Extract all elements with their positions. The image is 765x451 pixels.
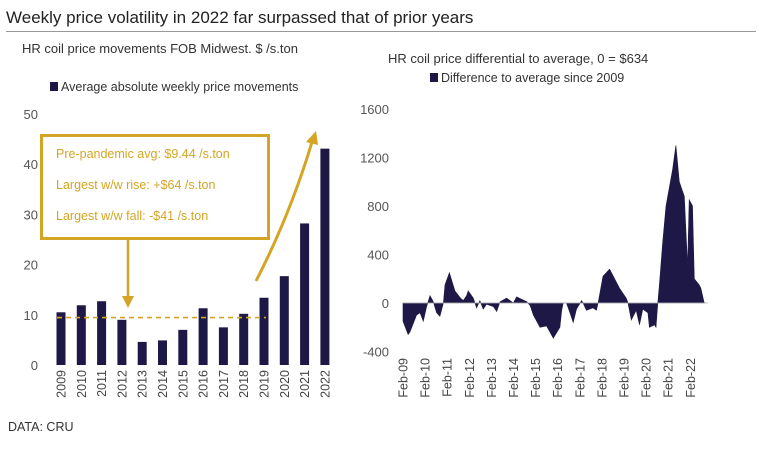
y-tick-label: -400: [363, 345, 389, 360]
x-tick-label: 2010: [75, 370, 89, 398]
difference-area-series: [402, 145, 706, 339]
x-tick-label: 2014: [156, 370, 170, 398]
y-tick-label: 20: [24, 258, 38, 273]
bar-2020: [279, 276, 289, 365]
right-chart-title: HR coil price differential to average, 0…: [388, 51, 649, 66]
x-tick-label: Feb-15: [529, 358, 543, 398]
legend-label: Difference to average since 2009: [441, 71, 625, 85]
x-tick-label: 2013: [136, 370, 150, 398]
legend-label: Average absolute weekly price movements: [61, 80, 299, 94]
x-tick-label: 2018: [237, 370, 251, 398]
x-tick-label: 2021: [298, 370, 312, 398]
x-tick-label: Feb-09: [397, 358, 411, 398]
y-tick-label: 50: [24, 107, 38, 122]
y-tick-label: 800: [367, 199, 389, 214]
annotation-box: Pre-pandemic avg: $9.44 /s.ton Largest w…: [40, 134, 270, 240]
bar-2022: [320, 148, 330, 365]
right-legend: Difference to average since 2009: [430, 71, 624, 85]
bar-2021: [300, 223, 310, 365]
figure-title: Weekly price volatility in 2022 far surp…: [6, 8, 474, 27]
bar-2012: [117, 319, 127, 365]
left-legend: Average absolute weekly price movements: [50, 80, 298, 94]
y-tick-label: 1600: [360, 102, 389, 117]
x-tick-label: 2012: [115, 370, 129, 398]
x-tick-label: 2020: [278, 370, 292, 398]
bar-2010: [76, 305, 86, 365]
x-tick-label: Feb-11: [441, 358, 455, 397]
x-tick-label: Feb-19: [618, 358, 632, 398]
y-tick-label: 0: [382, 296, 389, 311]
bar-2014: [158, 340, 167, 365]
bar-2016: [198, 308, 208, 365]
x-tick-label: 2009: [55, 370, 69, 398]
y-tick-label: 400: [367, 248, 389, 263]
x-tick-label: Feb-17: [573, 358, 587, 398]
rising-arrow-curve: [254, 141, 314, 282]
down-arrow-head: [122, 296, 134, 308]
y-tick-label: 40: [24, 157, 38, 172]
x-tick-label: Feb-13: [485, 358, 499, 398]
x-tick-label: Feb-16: [551, 358, 565, 398]
x-tick-label: Feb-22: [684, 358, 698, 398]
x-tick-label: 2015: [176, 370, 190, 398]
bar-2017: [218, 327, 228, 365]
legend-swatch: [50, 82, 58, 91]
x-tick-label: Feb-20: [640, 358, 654, 398]
bar-2011: [97, 301, 107, 365]
bar-2018: [239, 313, 249, 365]
x-tick-label: 2022: [318, 370, 332, 398]
bar-2009: [56, 312, 66, 365]
annotation-pre-pandemic: Pre-pandemic avg: $9.44 /s.ton: [56, 147, 230, 161]
y-tick-label: 30: [24, 207, 38, 222]
x-tick-label: 2016: [197, 370, 211, 398]
x-tick-label: Feb-21: [662, 358, 676, 398]
source-note: DATA: CRU: [8, 420, 74, 434]
legend-swatch: [430, 73, 438, 82]
y-tick-label: 1200: [360, 151, 389, 166]
bar-2019: [259, 297, 269, 365]
x-tick-label: 2019: [258, 370, 272, 398]
bar-2015: [178, 329, 188, 365]
x-tick-label: 2011: [95, 370, 109, 397]
left-chart-title: HR coil price movements FOB Midwest. $ /…: [22, 41, 298, 56]
x-tick-label: Feb-18: [595, 358, 609, 398]
x-tick-label: Feb-10: [419, 358, 433, 398]
x-tick-label: 2017: [217, 370, 231, 398]
annotation-largest-fall: Largest w/w fall: -$41 /s.ton: [56, 209, 209, 223]
rising-arrow-head: [306, 131, 318, 145]
bar-2013: [137, 341, 147, 365]
y-tick-label: 10: [24, 308, 38, 323]
annotation-largest-rise: Largest w/w rise: +$64 /s.ton: [56, 178, 216, 192]
x-tick-label: Feb-14: [507, 358, 521, 398]
y-tick-label: 0: [31, 358, 38, 373]
title-divider: [6, 31, 756, 32]
x-tick-label: Feb-12: [463, 358, 477, 398]
